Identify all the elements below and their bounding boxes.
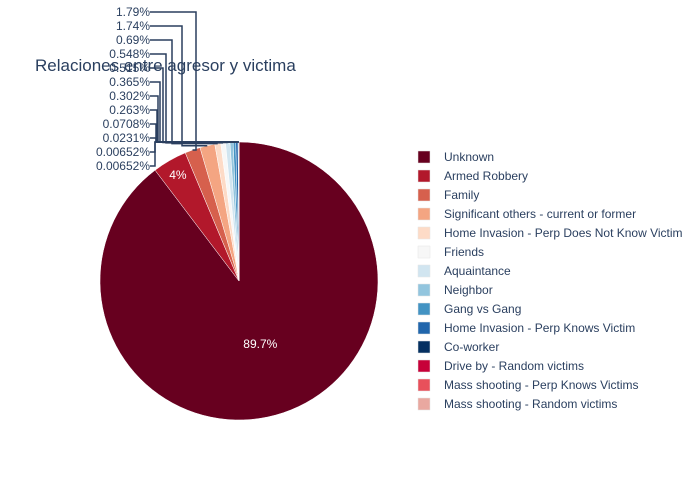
legend-label: Home Invasion - Perp Knows Victim [444, 321, 635, 335]
legend-label: Armed Robbery [444, 169, 528, 183]
legend-swatch [417, 340, 431, 354]
legend-item-neighbor[interactable]: Neighbor [417, 283, 493, 297]
slice-label: 0.365% [109, 75, 150, 89]
legend-item-home-invasion-perp-does-not-know-victim[interactable]: Home Invasion - Perp Does Not Know Victi… [417, 226, 683, 240]
legend-label: Unknown [444, 150, 494, 164]
legend-swatch [417, 397, 431, 411]
legend-swatch [417, 321, 431, 335]
slice-label: 0.69% [116, 33, 150, 47]
legend-swatch [417, 188, 431, 202]
legend-swatch [417, 226, 431, 240]
pie-slices [99, 141, 379, 421]
leader-lines [150, 11, 239, 167]
slice-label: 0.0708% [103, 117, 151, 131]
legend-item-significant-others-current-or-former[interactable]: Significant others - current or former [417, 207, 636, 221]
legend-item-armed-robbery[interactable]: Armed Robbery [417, 169, 528, 183]
slice-label: 1.74% [116, 19, 150, 33]
legend-label: Home Invasion - Perp Does Not Know Victi… [444, 226, 683, 240]
legend-item-aquaintance[interactable]: Aquaintance [417, 264, 511, 278]
slice-label: 4% [169, 168, 187, 182]
slice-label: 0.263% [109, 103, 150, 117]
leader-line [150, 67, 228, 144]
legend-item-friends[interactable]: Friends [417, 245, 484, 259]
legend-label: Mass shooting - Random victims [444, 397, 617, 411]
slice-label: 0.548% [109, 47, 150, 61]
leader-line [150, 81, 232, 143]
legend-item-home-invasion-perp-knows-victim[interactable]: Home Invasion - Perp Knows Victim [417, 321, 635, 335]
legend-swatch [417, 302, 431, 316]
slice-label: 0.00652% [96, 159, 150, 173]
legend-item-drive-by-random-victims[interactable]: Drive by - Random victims [417, 359, 584, 373]
legend-item-family[interactable]: Family [417, 188, 479, 202]
legend-label: Friends [444, 245, 484, 259]
chart-title: Relaciones entre agresor y victima [35, 56, 296, 75]
legend-swatch [417, 359, 431, 373]
legend-label: Drive by - Random victims [444, 359, 584, 373]
legend-label: Neighbor [444, 283, 493, 297]
slice-label: 89.7% [243, 337, 277, 351]
legend-swatch [417, 245, 431, 259]
leader-line [150, 11, 197, 151]
legend[interactable]: Unknown Armed Robbery Family Significant ot… [417, 150, 683, 411]
legend-item-unknown[interactable]: Unknown [417, 150, 494, 164]
legend-label: Mass shooting - Perp Knows Victims [444, 378, 639, 392]
legend-item-mass-shooting-random-victims[interactable]: Mass shooting - Random victims [417, 397, 617, 411]
legend-swatch [417, 264, 431, 278]
legend-label: Family [444, 188, 479, 202]
legend-item-gang-vs-gang[interactable]: Gang vs Gang [417, 302, 521, 316]
legend-swatch [417, 207, 431, 221]
slice-label: 0.0231% [103, 131, 151, 145]
legend-label: Significant others - current or former [444, 207, 636, 221]
legend-item-mass-shooting-perp-knows-victims[interactable]: Mass shooting - Perp Knows Victims [417, 378, 639, 392]
legend-swatch [417, 283, 431, 297]
leader-line [150, 141, 239, 167]
slice-label: 0.515% [109, 61, 150, 75]
slice-label: 0.00652% [96, 145, 150, 159]
leader-line [150, 25, 208, 147]
legend-label: Gang vs Gang [444, 302, 521, 316]
pie-slice-unknown[interactable] [99, 141, 379, 421]
slice-labels: 89.7% 4% 1.79%1.74%0.69%0.548%0.515%0.365%… [96, 5, 278, 351]
legend-swatch [417, 150, 431, 164]
legend-label: Aquaintance [444, 264, 511, 278]
legend-swatch [417, 169, 431, 183]
legend-swatch [417, 378, 431, 392]
slice-label: 1.79% [116, 5, 150, 19]
slice-label: 0.302% [109, 89, 150, 103]
legend-label: Co-worker [444, 340, 499, 354]
legend-item-co-worker[interactable]: Co-worker [417, 340, 499, 354]
